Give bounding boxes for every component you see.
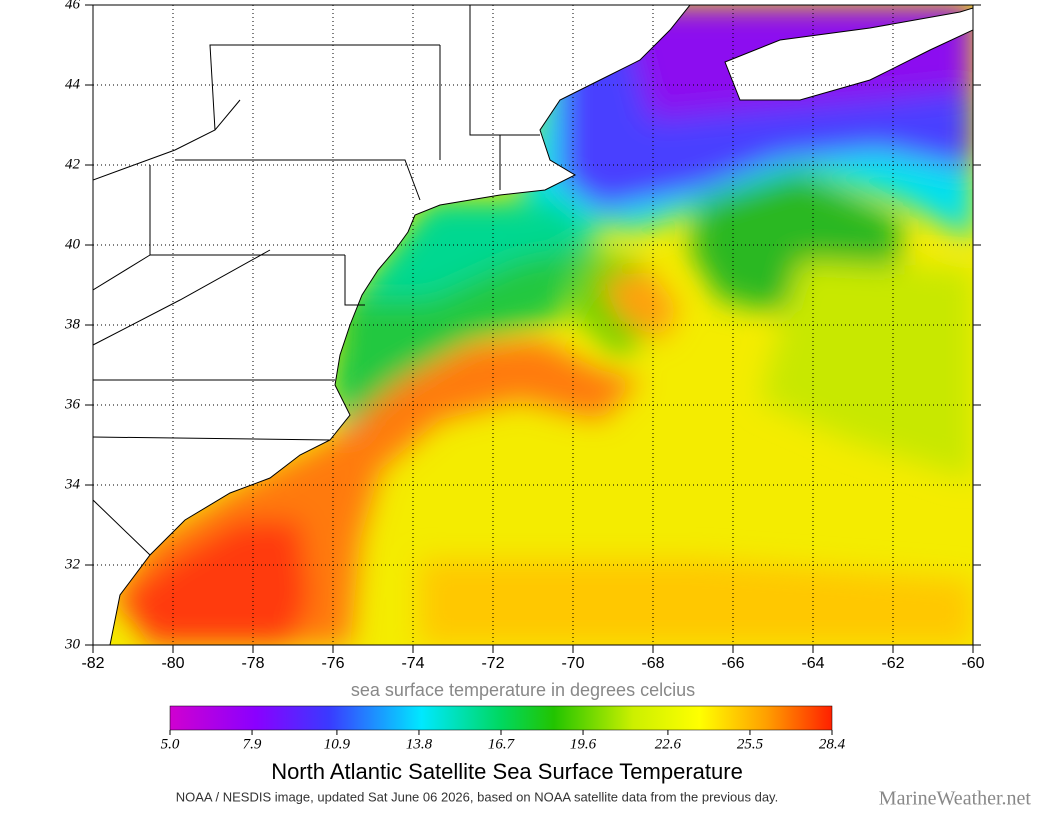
credit: NOAA / NESDIS image, updated Sat June 06… — [176, 789, 778, 804]
x-tick-label: -68 — [641, 655, 664, 672]
y-tick-label: 36 — [64, 396, 81, 412]
colorbar-tick-label: 5.0 — [161, 736, 180, 752]
sst-field — [93, 5, 973, 645]
y-tick-label: 42 — [65, 156, 81, 172]
x-tick-label: -72 — [481, 655, 504, 672]
x-tick-label: -82 — [81, 655, 104, 672]
colorbar-tick-label: 22.6 — [655, 736, 682, 752]
colorbar-tick-label: 19.6 — [570, 736, 597, 752]
x-tick-label: -64 — [801, 655, 824, 672]
x-tick-label: -74 — [401, 655, 424, 672]
y-tick-label: 32 — [64, 556, 81, 572]
colorbar-tick-label: 10.9 — [324, 736, 351, 752]
y-tick-label: 38 — [64, 316, 81, 332]
x-tick-label: -80 — [161, 655, 184, 672]
y-tick-label: 34 — [64, 476, 81, 492]
colorbar-tick-label: 25.5 — [737, 736, 764, 752]
x-tick-label: -76 — [321, 655, 344, 672]
y-tick-label: 46 — [65, 0, 81, 12]
x-tick-label: -70 — [561, 655, 584, 672]
x-tick-label: -62 — [881, 655, 904, 672]
watermark: MarineWeather.net — [879, 788, 1032, 810]
colorbar-label: sea surface temperature in degrees celci… — [351, 680, 695, 700]
x-tick-label: -66 — [721, 655, 744, 672]
y-tick-label: 30 — [64, 636, 81, 652]
title: North Atlantic Satellite Sea Surface Tem… — [271, 759, 743, 784]
colorbar-tick-label: 16.7 — [488, 736, 516, 752]
colorbar-tick-label: 7.9 — [243, 736, 262, 752]
y-tick-label: 44 — [65, 76, 81, 92]
y-tick-label: 40 — [65, 236, 81, 252]
colorbar — [169, 705, 833, 731]
x-tick-label: -78 — [241, 655, 264, 672]
x-tick-label: -60 — [961, 655, 984, 672]
colorbar-tick-label: 28.4 — [819, 736, 846, 752]
colorbar-tick-label: 13.8 — [406, 736, 433, 752]
